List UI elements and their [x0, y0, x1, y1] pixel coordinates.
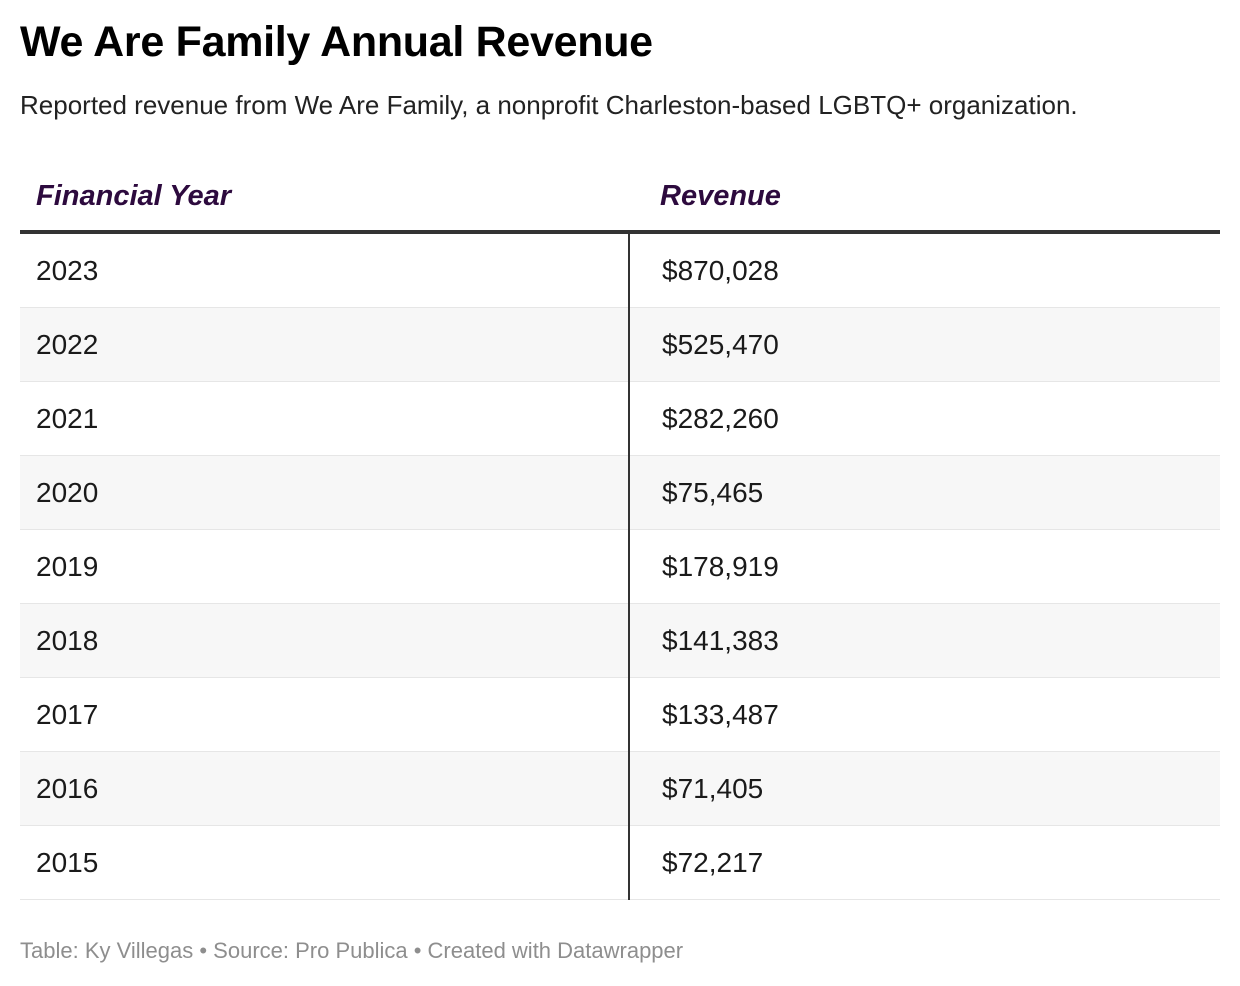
- chart-subtitle: Reported revenue from We Are Family, a n…: [20, 90, 1078, 120]
- chart-title: We Are Family Annual Revenue: [20, 18, 653, 66]
- cell-financial-year: 2020: [36, 477, 99, 508]
- cell-revenue: $178,919: [662, 551, 779, 582]
- cell-revenue: $75,465: [662, 477, 764, 508]
- cell-financial-year: 2015: [36, 847, 99, 878]
- table-row: 2017 $133,487: [20, 678, 1220, 752]
- cell-financial-year: 2022: [36, 329, 99, 360]
- table-row: 2019 $178,919: [20, 530, 1220, 604]
- table-row: 2022 $525,470: [20, 308, 1220, 382]
- footer-credits: Table: Ky Villegas • Source: Pro Publica…: [20, 938, 684, 963]
- table-row: 2021 $282,260: [20, 382, 1220, 456]
- table-header: Financial Year Revenue: [20, 160, 1220, 234]
- table-row: 2016 $71,405: [20, 752, 1220, 826]
- table-body: 2023 $870,028 2022 $525,470 2021 $282,260 2020…: [20, 234, 1220, 900]
- cell-revenue: $72,217: [662, 847, 764, 878]
- cell-revenue: $282,260: [662, 403, 779, 434]
- cell-revenue: $525,470: [662, 329, 779, 360]
- column-header-revenue[interactable]: Revenue: [660, 180, 781, 212]
- cell-financial-year: 2023: [36, 255, 99, 286]
- column-divider: [628, 234, 630, 900]
- cell-revenue: $141,383: [662, 625, 779, 656]
- cell-financial-year: 2019: [36, 551, 99, 582]
- cell-financial-year: 2017: [36, 699, 99, 730]
- table-row: 2023 $870,028: [20, 234, 1220, 308]
- cell-revenue: $870,028: [662, 255, 779, 286]
- table-row: 2015 $72,217: [20, 826, 1220, 900]
- table-row: 2020 $75,465: [20, 456, 1220, 530]
- cell-financial-year: 2021: [36, 403, 99, 434]
- column-header-financial-year[interactable]: Financial Year: [36, 180, 232, 212]
- cell-financial-year: 2016: [36, 773, 99, 804]
- cell-revenue: $133,487: [662, 699, 779, 730]
- cell-revenue: $71,405: [662, 773, 764, 804]
- cell-financial-year: 2018: [36, 625, 99, 656]
- table-row: 2018 $141,383: [20, 604, 1220, 678]
- revenue-table: Financial Year Revenue 2023 $870,028 2022 $…: [20, 160, 1220, 900]
